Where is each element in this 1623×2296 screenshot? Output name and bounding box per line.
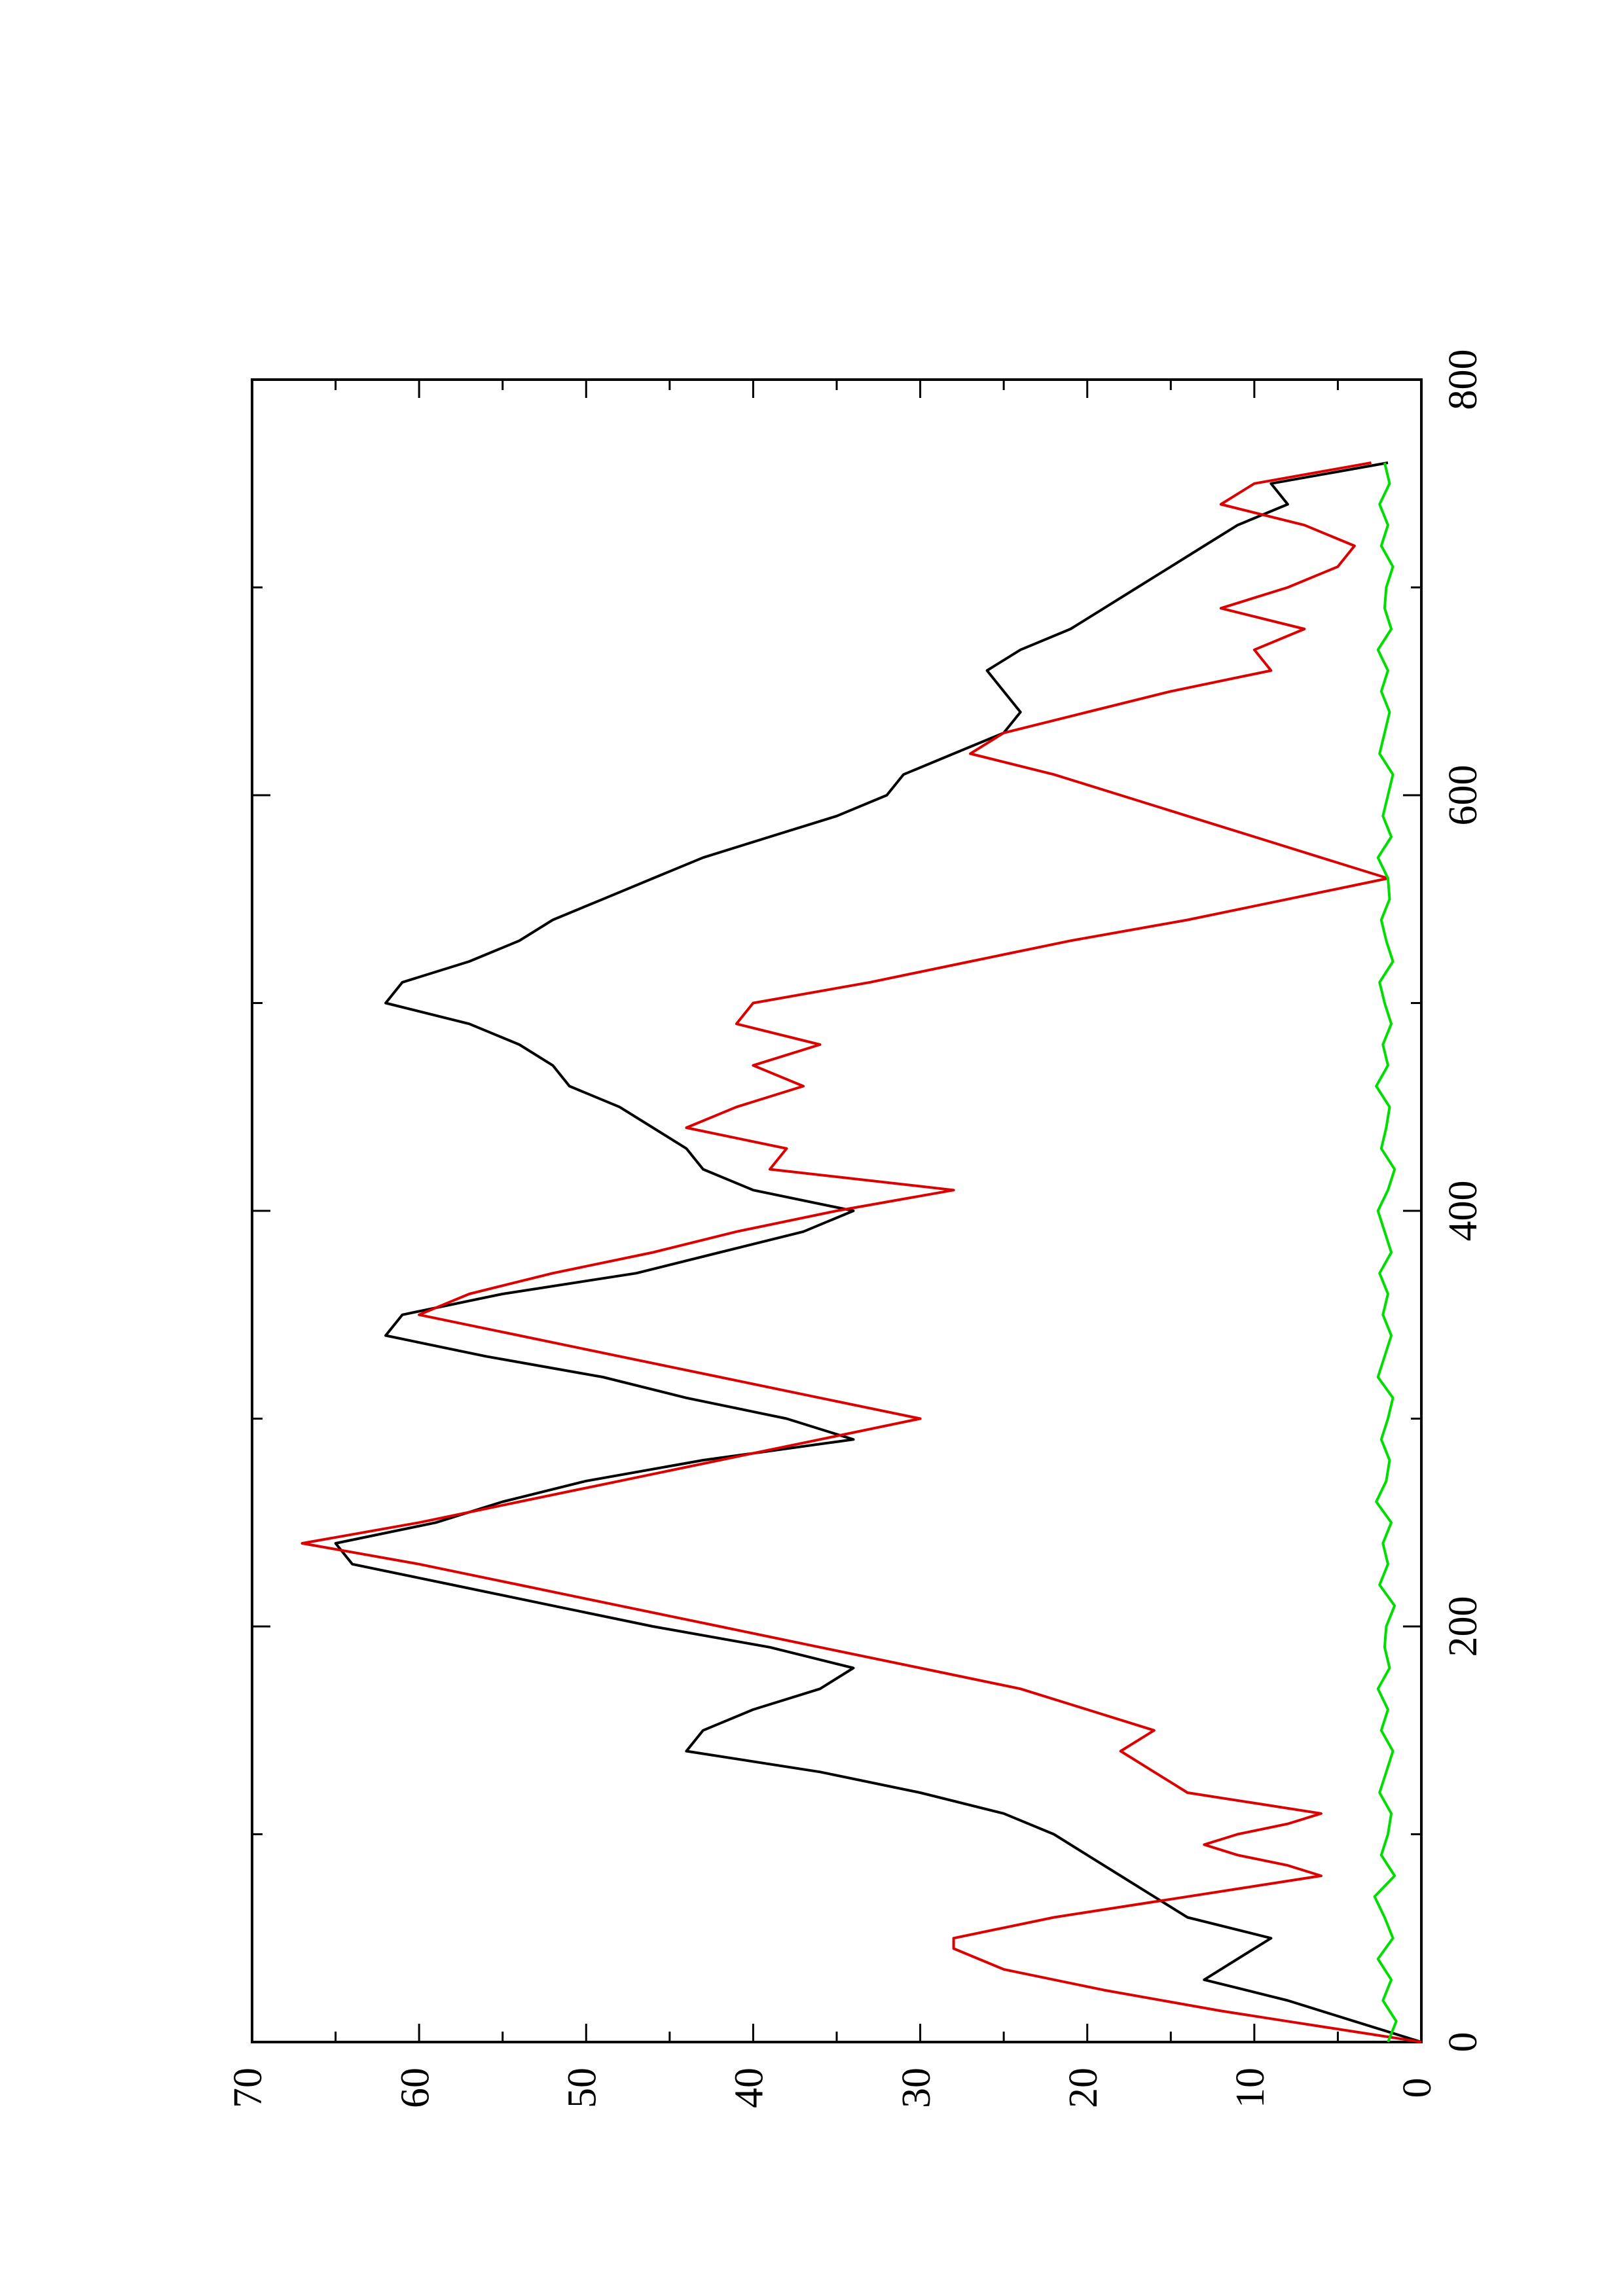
y-tick-label: 50 [560,2068,605,2108]
y-tick-label: 20 [1061,2068,1106,2108]
y-tick-label: 10 [1228,2068,1273,2108]
x-tick-label: 800 [1441,350,1486,410]
x-tick-label: 400 [1441,1181,1486,1242]
black-series-line [334,461,1422,2043]
y-tick-label: 0 [1395,2078,1440,2098]
series-lines [301,461,1422,2043]
red-series-line [301,461,1422,2043]
axis-ticks [251,378,1423,2043]
x-tick-label: 0 [1441,2032,1486,2053]
axis-tick-labels: 0 200 400 600 800 0 10 20 30 40 50 60 70 [226,350,1486,2109]
y-tick-label: 60 [393,2068,437,2108]
x-tick-label: 600 [1441,765,1486,826]
y-tick-label: 70 [226,2068,270,2108]
y-tick-label: 40 [727,2068,772,2108]
y-tick-label: 30 [894,2068,939,2108]
x-tick-label: 200 [1441,1596,1486,1657]
green-series-line [1373,462,1398,2043]
